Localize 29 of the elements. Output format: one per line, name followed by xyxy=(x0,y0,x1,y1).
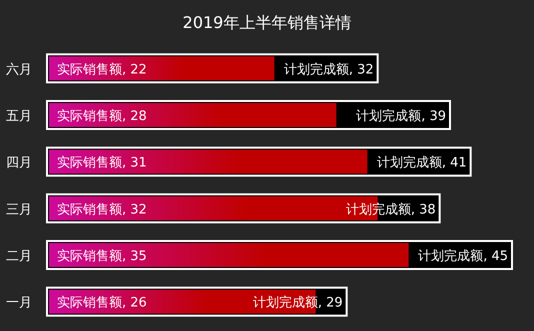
data-label: , 35 xyxy=(122,249,147,264)
text: 实际销售额 xyxy=(57,109,122,124)
data-label: , 41 xyxy=(442,156,467,171)
data-label: , 32 xyxy=(348,62,374,78)
text: 计划完成额 xyxy=(418,249,484,264)
data-label: , 28 xyxy=(122,109,147,124)
chart-title: 2019年上半年销售详情 xyxy=(182,13,352,32)
data-label: , 32 xyxy=(122,202,147,218)
series-label: 实际销售额 xyxy=(57,62,122,78)
data-label: , 38 xyxy=(410,202,436,218)
y-tick-label: 三月 xyxy=(6,202,32,218)
text: 实际销售额 xyxy=(57,249,122,264)
series-label: 计划完成额 xyxy=(284,61,349,78)
y-tick-label: 二月 xyxy=(6,249,32,264)
text: 实际销售额 xyxy=(57,296,122,311)
y-tick-label: 一月 xyxy=(6,296,32,311)
data-label: , 26 xyxy=(122,296,147,311)
y-tick-label: 四月 xyxy=(6,156,32,171)
data-label: , 39 xyxy=(421,109,446,124)
data-label: , 45 xyxy=(483,249,508,264)
text: 计划完成额 xyxy=(376,156,442,171)
data-label: , 31 xyxy=(122,156,147,171)
text: 实际销售额 xyxy=(57,156,122,171)
data-label: , 22 xyxy=(122,62,147,78)
y-tick-label: 五月 xyxy=(6,109,32,124)
text: 实际销售额 xyxy=(57,202,122,218)
data-label: , 29 xyxy=(318,296,343,311)
text: 计划完成额 xyxy=(356,109,422,124)
y-tick-label: 六月 xyxy=(6,62,32,78)
